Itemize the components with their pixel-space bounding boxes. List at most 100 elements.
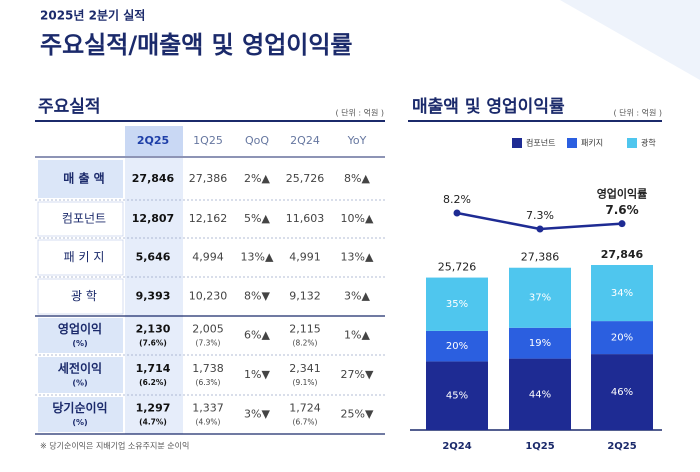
cell-value: 6%▲ <box>244 329 270 342</box>
row-label: 영업이익 <box>58 321 102 336</box>
line-name: 영업이익률 <box>597 187 648 201</box>
cell-value: 13%▲ <box>241 251 274 264</box>
cell-value: 1,714 <box>136 362 171 375</box>
cell-sub: (6.7%) <box>293 418 318 427</box>
legend-swatch <box>567 138 577 148</box>
bar-segment <box>591 354 653 430</box>
cell-value: 12,807 <box>132 212 174 225</box>
bar-segment <box>509 267 571 328</box>
total-label: 25,726 <box>438 261 477 274</box>
column-header: 1Q25 <box>193 134 223 147</box>
column-header: 2Q25 <box>137 134 169 147</box>
cell-value: 8%▲ <box>344 172 370 185</box>
row-label-cell <box>38 357 123 393</box>
cell-value: 4,991 <box>289 251 321 264</box>
chart-unit: ( 단위 : 억원 ) <box>613 108 662 118</box>
cell-value: 1,724 <box>289 402 321 415</box>
decoration <box>560 0 700 80</box>
total-label: 27,386 <box>521 251 560 264</box>
x-tick-label: 1Q25 <box>525 441 554 452</box>
segment-label: 19% <box>529 338 551 349</box>
cell-value: 10%▲ <box>341 212 374 225</box>
cell-sub: (4.7%) <box>139 418 167 427</box>
cell-sub: (7.3%) <box>196 339 221 348</box>
cell-value: 1%▲ <box>344 329 370 342</box>
chart-title: 매출액 및 영업이익률 <box>412 97 565 117</box>
cell-value: 27%▼ <box>341 368 374 381</box>
cell-value: 2%▲ <box>244 172 270 185</box>
cell-value: 1,738 <box>192 362 224 375</box>
title: 주요실적/매출액 및 영업이익률 <box>40 31 353 59</box>
table-unit: ( 단위 : 억원 ) <box>335 108 384 118</box>
row-label: 당기순이익 <box>52 400 107 415</box>
row-label-sub: (%) <box>72 418 87 427</box>
cell-value: 27,846 <box>132 172 175 185</box>
cell-value: 4,994 <box>192 251 224 264</box>
bar-segment <box>591 321 653 355</box>
row-label-cell <box>37 278 124 315</box>
x-tick-label: 2Q25 <box>607 441 636 452</box>
highlight-column <box>125 158 183 434</box>
segment-label: 46% <box>611 387 633 398</box>
cell-value: 25%▼ <box>341 408 374 421</box>
cell-value: 5,646 <box>136 251 171 264</box>
legend-swatch <box>627 138 637 148</box>
bar-segment <box>591 265 653 322</box>
column-header: 2Q24 <box>290 134 320 147</box>
column-header: YoY <box>347 134 367 147</box>
cell-value: 11,603 <box>286 212 325 225</box>
cell-value: 9,132 <box>289 290 321 303</box>
table-title: 주요실적 <box>38 97 101 117</box>
line-point <box>453 209 461 217</box>
footnote: ※ 당기순이익은 지배기업 소유주지분 순이익 <box>40 441 189 451</box>
row-label-sub: (%) <box>72 339 87 348</box>
cell-value: 3%▲ <box>344 290 370 303</box>
bar-segment <box>509 358 571 430</box>
row-label: 매 출 액 <box>63 171 104 186</box>
row-label-cell <box>38 397 123 432</box>
cell-value: 2,341 <box>289 362 321 375</box>
legend-label: 광학 <box>641 138 656 148</box>
line-point <box>618 220 626 228</box>
row-label-sub: (%) <box>72 379 87 388</box>
cell-value: 8%▼ <box>244 290 270 303</box>
row-label: 광 학 <box>71 289 97 303</box>
row-label: 세전이익 <box>58 361 102 376</box>
segment-label: 34% <box>611 288 633 299</box>
cell-sub: (6.3%) <box>196 378 221 387</box>
legend-label: 패키지 <box>581 138 603 148</box>
x-tick-label: 2Q24 <box>442 441 471 452</box>
line-label: 7.3% <box>526 209 554 222</box>
row-label-cell <box>38 318 123 353</box>
subtitle: 2025년 2분기 실적 <box>40 8 145 23</box>
cell-value: 1,337 <box>192 402 224 415</box>
segment-label: 44% <box>529 389 551 400</box>
line-label: 8.2% <box>443 193 471 206</box>
segment-label: 45% <box>446 391 468 402</box>
cell-value: 2,005 <box>192 323 224 336</box>
cell-sub: (4.9%) <box>196 418 221 427</box>
bar-segment <box>509 327 571 359</box>
cell-value: 3%▼ <box>244 408 270 421</box>
row-label-cell <box>37 239 124 276</box>
row-label-cell <box>38 160 123 198</box>
cell-sub: (7.6%) <box>139 339 167 348</box>
cell-value: 25,726 <box>286 172 325 185</box>
segment-label: 37% <box>529 293 551 304</box>
legend-label: 컴포넌트 <box>526 139 555 148</box>
cell-value: 2,130 <box>136 323 171 336</box>
total-label: 27,846 <box>601 248 644 261</box>
segment-label: 20% <box>446 341 468 352</box>
cell-sub: (6.2%) <box>139 378 167 387</box>
bar-segment <box>426 361 488 430</box>
cell-sub: (8.2%) <box>293 339 318 348</box>
cell-value: 2,115 <box>289 323 321 336</box>
row-label-cell <box>37 201 124 237</box>
bar-segment <box>426 277 488 331</box>
cell-value: 9,393 <box>136 290 171 303</box>
line-point <box>536 225 544 233</box>
segment-label: 35% <box>446 299 468 310</box>
cell-value: 13%▲ <box>341 251 374 264</box>
bar-segment <box>426 330 488 362</box>
